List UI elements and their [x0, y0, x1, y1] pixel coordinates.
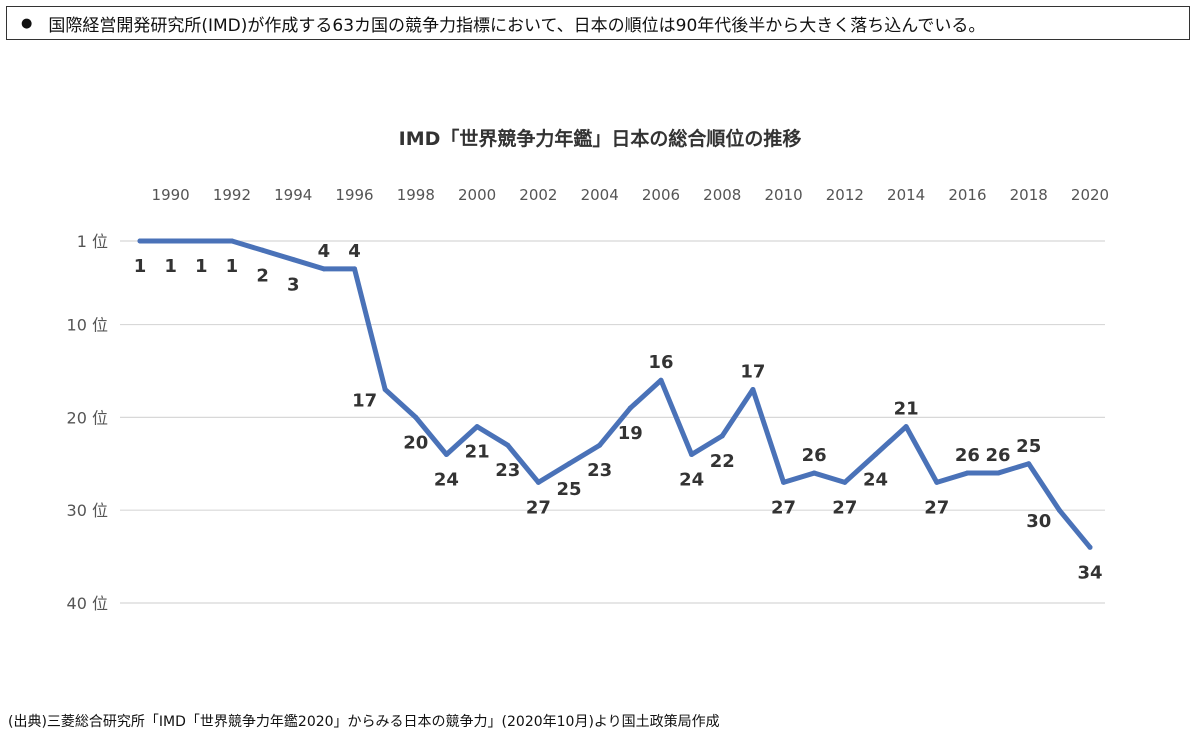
data-label: 25	[1016, 436, 1041, 457]
data-label: 26	[955, 445, 980, 466]
data-point	[229, 238, 235, 244]
data-point	[811, 470, 817, 476]
data-label: 2	[256, 265, 269, 286]
data-label: 21	[465, 442, 490, 463]
data-label: 27	[771, 497, 796, 518]
data-point	[290, 257, 296, 263]
data-point	[781, 479, 787, 485]
y-tick-label: 20 位	[67, 408, 108, 427]
x-tick-label: 2018	[1010, 186, 1048, 204]
data-point	[842, 479, 848, 485]
data-point	[413, 414, 419, 420]
data-label: 30	[1026, 511, 1051, 532]
data-point	[995, 470, 1001, 476]
x-tick-label: 2010	[764, 186, 802, 204]
x-tick-label: 1998	[397, 186, 435, 204]
x-tick-label: 2016	[948, 186, 986, 204]
data-point	[627, 405, 633, 411]
x-tick-label: 2012	[826, 186, 864, 204]
data-point	[321, 266, 327, 272]
data-point	[1056, 507, 1062, 513]
data-label: 26	[802, 445, 827, 466]
data-label: 23	[495, 460, 520, 481]
data-label: 1	[164, 256, 177, 277]
y-tick-label: 10 位	[67, 316, 108, 335]
data-point	[505, 442, 511, 448]
data-label: 1	[226, 256, 239, 277]
data-label: 16	[648, 352, 673, 373]
data-label: 1	[134, 256, 147, 277]
y-tick-label: 40 位	[67, 594, 108, 613]
data-point	[535, 479, 541, 485]
data-point	[719, 433, 725, 439]
summary-box: ● 国際経営開発研究所(IMD)が作成する63カ国の競争力指標において、日本の順…	[6, 6, 1190, 40]
data-point	[352, 266, 358, 272]
x-tick-label: 2004	[581, 186, 619, 204]
data-label: 23	[587, 460, 612, 481]
data-point	[903, 424, 909, 430]
y-tick-label: 1 位	[77, 232, 108, 251]
data-point	[750, 387, 756, 393]
summary-text: 国際経営開発研究所(IMD)が作成する63カ国の競争力指標において、日本の順位は…	[48, 15, 986, 36]
data-point	[1026, 461, 1032, 467]
data-point	[658, 377, 664, 383]
data-point	[566, 461, 572, 467]
data-label: 3	[287, 275, 300, 296]
data-label: 26	[986, 445, 1011, 466]
data-label: 27	[832, 497, 857, 518]
data-point	[474, 424, 480, 430]
data-point	[443, 451, 449, 457]
bullet-icon: ●	[21, 15, 33, 31]
x-tick-label: 2006	[642, 186, 680, 204]
data-point	[872, 451, 878, 457]
data-label: 21	[894, 399, 919, 420]
data-point	[198, 238, 204, 244]
data-label: 24	[679, 469, 704, 490]
x-tick-label: 1994	[274, 186, 312, 204]
data-label: 22	[710, 451, 735, 472]
data-point	[689, 451, 695, 457]
data-label: 17	[740, 362, 765, 383]
data-point	[137, 238, 143, 244]
x-tick-label: 1992	[213, 186, 251, 204]
chart-title: IMD「世界競争力年鑑」日本の総合順位の推移	[398, 128, 802, 150]
data-label: 4	[348, 241, 361, 262]
data-label: 24	[863, 469, 888, 490]
data-label: 19	[618, 423, 643, 444]
data-point	[597, 442, 603, 448]
data-label: 25	[557, 479, 582, 500]
data-point	[1087, 544, 1093, 550]
data-point	[382, 387, 388, 393]
data-label: 24	[434, 469, 459, 490]
x-tick-label: 1990	[152, 186, 190, 204]
data-label: 27	[924, 497, 949, 518]
y-tick-label: 30 位	[67, 501, 108, 520]
data-label: 17	[352, 391, 377, 412]
data-label: 34	[1077, 562, 1102, 583]
data-label: 27	[526, 497, 551, 518]
x-tick-label: 1996	[335, 186, 373, 204]
data-label: 20	[403, 432, 428, 453]
x-tick-label: 2002	[519, 186, 557, 204]
x-tick-label: 2008	[703, 186, 741, 204]
data-label: 4	[318, 241, 331, 262]
data-point	[934, 479, 940, 485]
data-point	[964, 470, 970, 476]
x-tick-label: 2020	[1071, 186, 1109, 204]
series-line	[137, 238, 1093, 550]
source-note: (出典)三菱総合研究所「IMD「世界競争力年鑑2020」からみる日本の競争力」(…	[8, 714, 720, 730]
data-label: 1	[195, 256, 208, 277]
data-point	[168, 238, 174, 244]
x-tick-label: 2000	[458, 186, 496, 204]
data-point	[260, 247, 266, 253]
x-tick-label: 2014	[887, 186, 925, 204]
